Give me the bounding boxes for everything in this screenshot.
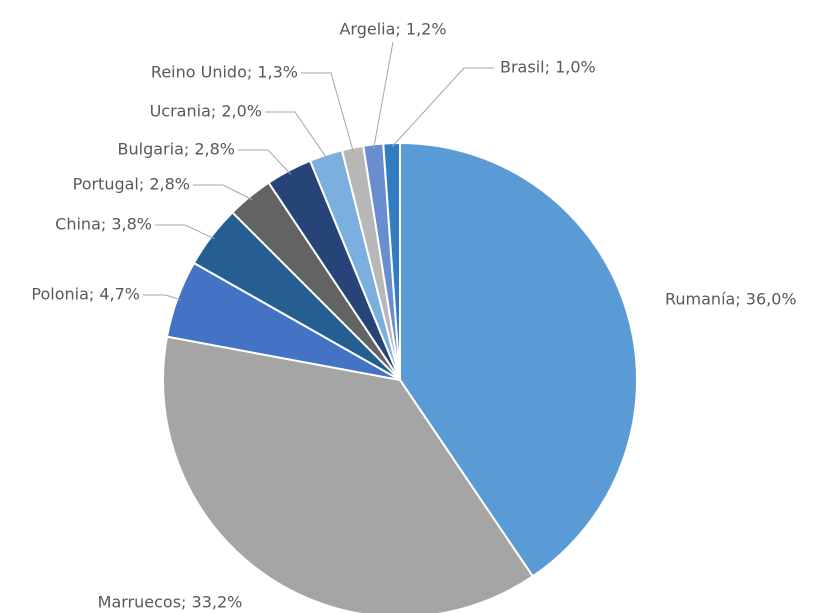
data-label: Bulgaria; 2,8%	[118, 140, 235, 159]
data-label: Marruecos; 33,2%	[98, 593, 243, 612]
data-label: Argelia; 1,2%	[339, 20, 446, 39]
leader-line	[373, 41, 394, 149]
leader-line	[143, 294, 182, 301]
leader-line	[301, 72, 354, 152]
data-label: Portugal; 2,8%	[73, 175, 190, 194]
data-label: China; 3,8%	[55, 215, 152, 234]
pie-slice	[399, 141, 638, 578]
pie-slice	[382, 141, 401, 381]
leader-line	[193, 184, 253, 201]
pie-slice	[162, 335, 535, 613]
leader-line	[155, 224, 215, 240]
data-label: Rumanía; 36,0%	[665, 290, 797, 309]
data-label: Brasil; 1,0%	[500, 58, 596, 77]
leader-line	[265, 111, 328, 159]
leader-line	[391, 67, 494, 148]
data-label: Reino Unido; 1,3%	[151, 63, 298, 82]
data-label: Polonia; 4,7%	[31, 285, 140, 304]
leader-line	[238, 149, 292, 175]
data-label: Ucrania; 2,0%	[150, 102, 262, 121]
